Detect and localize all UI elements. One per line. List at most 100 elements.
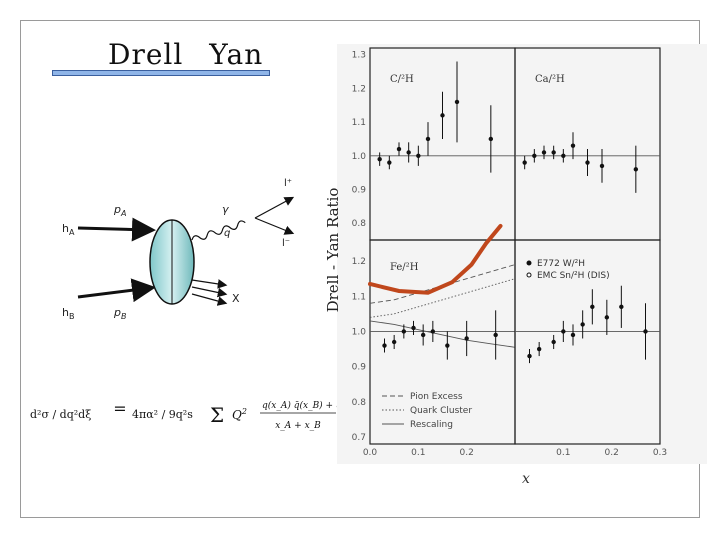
data-point	[561, 153, 566, 158]
y-tick-label: 0.8	[352, 398, 367, 408]
lepton-plus-line	[254, 196, 295, 219]
data-point	[522, 160, 527, 165]
data-point	[570, 332, 576, 338]
formula-denominator: x_A + x_B	[275, 421, 321, 431]
y-tick-label: 0.7	[352, 433, 366, 443]
slide-title: Drell Yan	[108, 38, 263, 71]
y-tick-label: 0.9	[352, 363, 367, 373]
data-point	[391, 339, 397, 345]
drell-yan-ratio-chart: Drell - Yan Ratio x 1.3 1.2 1.1 1.0 0.9 0.8 C/…	[324, 44, 707, 487]
label-hadron-a: hA	[62, 222, 75, 237]
title-word-yan: Yan	[209, 38, 264, 71]
remnant-line-1	[191, 279, 228, 289]
data-point	[551, 339, 556, 345]
legend-marker	[526, 260, 532, 266]
label-momentum-b: pB	[113, 306, 126, 321]
x-tick-label: 0.1	[411, 448, 425, 458]
legend-label: EMC Sn/²H (DIS)	[537, 271, 610, 281]
legend-label: E772 W/²H	[537, 259, 585, 269]
x-tick-label: 0.2	[605, 448, 619, 458]
legend-marker	[526, 272, 532, 278]
data-point	[406, 150, 411, 155]
svg-text:=: =	[113, 399, 126, 418]
data-point	[445, 343, 450, 348]
panel-label: Fe/²H	[390, 262, 419, 273]
chart-x-axis-label: x	[522, 471, 530, 487]
panel-frame	[514, 239, 661, 445]
data-point	[561, 329, 566, 334]
y-tick-label: 1.0	[352, 327, 367, 337]
cross-section-formula: d²σ / dq²dξ = 4πα² / 9q²s Σ Q2 q(x_A) q̄…	[30, 399, 397, 431]
remnant-line-3	[191, 293, 228, 306]
data-point	[420, 332, 426, 338]
data-point	[590, 304, 595, 310]
data-point	[580, 322, 585, 327]
data-point	[387, 160, 392, 165]
label-photon: γ	[222, 203, 229, 216]
title-underline-bar	[52, 70, 270, 76]
y-tick-label: 1.2	[352, 257, 366, 267]
data-point	[377, 156, 382, 162]
data-point	[401, 329, 407, 334]
y-tick-label: 1.0	[352, 152, 367, 162]
model-legend-label: Quark Cluster	[410, 406, 472, 416]
formula-lhs: d²σ / dq²dξ	[30, 408, 91, 421]
label-lepton-minus: l⁻	[282, 238, 290, 249]
model-legend-label: Rescaling	[410, 420, 453, 430]
data-point	[599, 163, 605, 169]
chart-y-axis-label: Drell - Yan Ratio	[324, 188, 342, 313]
model-legend-label: Pion Excess	[410, 392, 463, 402]
panel-label: C/²H	[390, 74, 414, 85]
formula-prefactor: 4πα² / 9q²s	[132, 408, 193, 421]
data-point	[619, 304, 624, 310]
data-point	[396, 146, 402, 152]
formula-sum: Σ	[210, 403, 224, 427]
y-tick-label: 1.2	[352, 84, 366, 94]
data-point	[570, 143, 576, 148]
x-tick-label: 0.0	[363, 448, 378, 458]
data-point	[585, 160, 590, 165]
data-point	[411, 325, 416, 331]
lepton-minus-line	[254, 217, 295, 235]
data-point	[464, 336, 469, 341]
data-point	[536, 346, 542, 352]
label-momentum-a: pA	[113, 203, 126, 218]
data-point	[551, 150, 556, 155]
y-tick-label: 0.9	[352, 185, 367, 195]
formula-charge: Q2	[232, 407, 247, 422]
data-point	[425, 136, 431, 142]
highlight-curve	[368, 223, 503, 295]
data-point	[493, 332, 498, 338]
data-point	[488, 136, 494, 142]
data-point	[527, 353, 532, 359]
title-word-drell: Drell	[108, 38, 184, 71]
label-remnant: X	[232, 292, 240, 305]
data-point	[454, 99, 460, 105]
y-tick-label: 1.3	[352, 51, 366, 61]
data-point	[382, 343, 387, 348]
data-point	[633, 167, 639, 172]
hadron-b-line	[77, 278, 156, 303]
data-point	[643, 329, 648, 334]
label-hadron-b: hB	[62, 306, 74, 321]
x-tick-label: 0.2	[460, 448, 474, 458]
hadron-a-line	[77, 217, 156, 242]
formula-numerator: q(x_A) q̄(x_B) + q̄(x_A) q(x_B)	[262, 400, 397, 411]
model-curve	[369, 320, 516, 348]
x-tick-label: 0.1	[556, 448, 570, 458]
data-point	[416, 153, 421, 158]
x-tick-label: 0.3	[653, 448, 667, 458]
data-point	[541, 150, 547, 155]
data-point	[430, 329, 436, 334]
model-curve	[369, 278, 516, 318]
panel-label: Ca/²H	[535, 74, 565, 85]
label-lepton-plus: l⁺	[284, 178, 292, 189]
label-photon-q: q	[224, 228, 230, 239]
y-tick-label: 1.1	[352, 292, 366, 302]
data-point	[604, 315, 610, 320]
y-tick-label: 0.8	[352, 219, 367, 229]
data-point	[440, 113, 445, 118]
drell-yan-diagram: hA hB pA pB γ q l⁺ l⁻ X	[62, 178, 295, 321]
photon-wavy-line	[191, 220, 246, 241]
